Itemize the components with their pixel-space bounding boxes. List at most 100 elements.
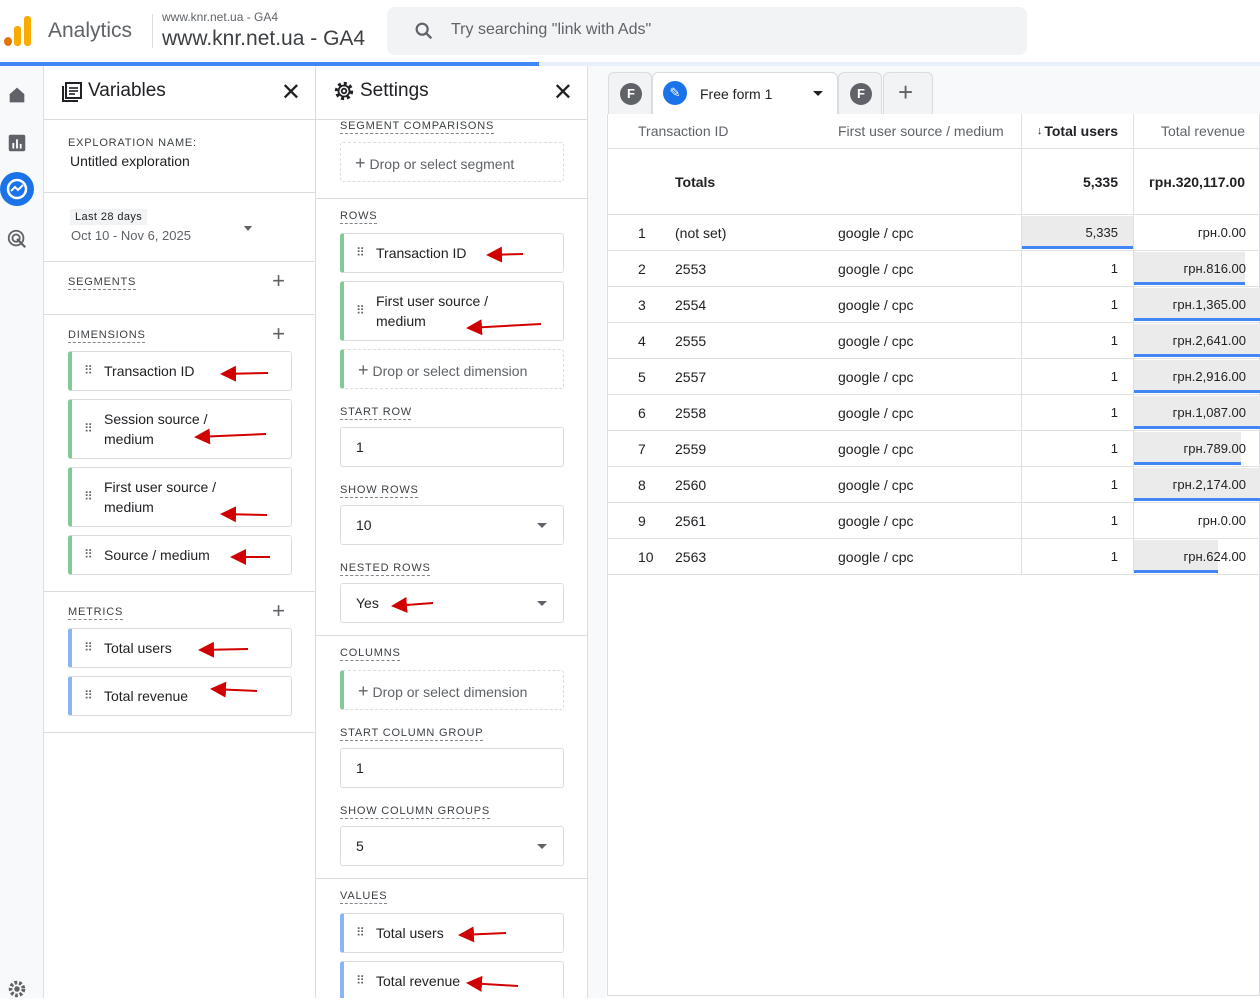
totals-label: Totals [675, 173, 716, 190]
drag-handle-icon[interactable]: ⠿ [84, 640, 94, 655]
revenue-bar [1134, 360, 1260, 393]
start-row-input[interactable]: 1 [340, 427, 564, 467]
row-number: 8 [638, 476, 646, 493]
table-row[interactable]: 10 2563 google / cpc 1 грн.624.00 [608, 539, 1260, 575]
source-medium-cell: google / cpc [838, 476, 914, 493]
drag-handle-icon[interactable]: ⠿ [84, 489, 94, 504]
column-header-first-user-source[interactable]: First user source / medium [838, 123, 1004, 139]
totals-revenue: грн.320,117.00 [1148, 173, 1245, 190]
total-revenue-cell: грн.2,174.00 [1172, 477, 1246, 492]
drop-segment-target[interactable]: + Drop or select segment [340, 142, 564, 182]
show-column-groups-select[interactable]: 5 [340, 826, 564, 866]
totals-users: 5,335 [1082, 173, 1118, 190]
tab-freeform-collapsed[interactable]: F [608, 72, 652, 114]
close-icon[interactable]: ✕ [552, 79, 573, 106]
drag-handle-icon[interactable]: ⠿ [356, 925, 366, 940]
nested-rows-label: NESTED ROWS [340, 562, 431, 574]
source-medium-cell: google / cpc [838, 224, 914, 241]
total-users-cell: 1 [1110, 513, 1118, 528]
revenue-bar [1134, 540, 1218, 573]
table-row[interactable]: 7 2559 google / cpc 1 грн.789.00 [608, 431, 1260, 467]
app-name: Analytics [48, 19, 133, 42]
table-row[interactable]: 3 2554 google / cpc 1 грн.1,365.00 [608, 287, 1260, 323]
columns-label: COLUMNS [340, 647, 401, 659]
table-row[interactable]: 2 2553 google / cpc 1 грн.816.00 [608, 251, 1260, 287]
table-row[interactable]: 5 2557 google / cpc 1 грн.2,916.00 [608, 359, 1260, 395]
column-header-total-revenue[interactable]: Total revenue [1160, 123, 1245, 139]
dimension-chip[interactable]: ⠿ First user source / medium [68, 467, 292, 527]
show-rows-label: SHOW ROWS [340, 484, 419, 496]
date-range-picker[interactable]: Last 28 days Oct 10 - Nov 6, 2025 [44, 193, 315, 262]
revenue-bar [1134, 396, 1260, 429]
drag-handle-icon[interactable]: ⠿ [84, 547, 94, 562]
add-dimension-icon[interactable]: + [272, 321, 285, 346]
tab-free-form-1[interactable]: ✎ Free form 1 [652, 72, 838, 114]
revenue-bar [1134, 252, 1245, 285]
source-medium-cell: google / cpc [838, 512, 914, 529]
dimension-chip[interactable]: ⠿ Session source / medium [68, 399, 292, 459]
analytics-logo[interactable] [4, 14, 32, 46]
metric-chip[interactable]: ⠿ Total users [68, 628, 292, 668]
column-header-transaction-id[interactable]: Transaction ID [638, 123, 729, 139]
start-column-group-input[interactable]: 1 [340, 748, 564, 788]
exploration-name-input[interactable]: Untitled exploration [70, 153, 190, 169]
drag-handle-icon[interactable]: ⠿ [356, 973, 366, 988]
users-bar [1022, 216, 1133, 249]
account-name[interactable]: www.knr.net.ua - GA4 [162, 10, 279, 24]
dimensions-label: DIMENSIONS [68, 329, 146, 341]
add-tab-button[interactable]: + [883, 72, 933, 114]
total-revenue-cell: грн.2,641.00 [1172, 333, 1246, 348]
row-number: 6 [638, 404, 646, 421]
table-row[interactable]: 4 2555 google / cpc 1 грн.2,641.00 [608, 323, 1260, 359]
drag-handle-icon[interactable]: ⠿ [356, 245, 366, 260]
edit-icon: ✎ [663, 81, 687, 105]
value-chip[interactable]: ⠿ Total users [340, 913, 564, 953]
settings-icon[interactable] [6, 978, 28, 1000]
reports-icon[interactable] [6, 132, 28, 154]
home-icon[interactable] [6, 84, 28, 106]
column-header-total-users[interactable]: ↓ Total users [1036, 123, 1118, 139]
nested-rows-select[interactable]: Yes [340, 583, 564, 623]
add-metric-icon[interactable]: + [272, 598, 285, 623]
explore-icon[interactable] [0, 172, 34, 206]
drag-handle-icon[interactable]: ⠿ [84, 421, 94, 436]
drag-handle-icon[interactable]: ⠿ [84, 688, 94, 703]
show-rows-select[interactable]: 10 [340, 505, 564, 545]
dimension-chip[interactable]: ⠿ Source / medium [68, 535, 292, 575]
exploration-name-label: EXPLORATION NAME: [68, 137, 197, 149]
drop-row-dimension-target[interactable]: + Drop or select dimension [340, 349, 564, 389]
drop-column-dimension-target[interactable]: + Drop or select dimension [340, 670, 564, 710]
drag-handle-icon[interactable]: ⠿ [84, 363, 94, 378]
add-segment-icon[interactable]: + [272, 268, 285, 293]
variables-panel: Variables ✕ EXPLORATION NAME: Untitled e… [44, 66, 316, 998]
total-revenue-cell: грн.0.00 [1197, 225, 1246, 240]
table-row[interactable]: 1 (not set) google / cpc 5,335 грн.0.00 [608, 215, 1260, 251]
row-chip[interactable]: ⠿ First user source / medium [340, 281, 564, 341]
dimension-chip[interactable]: ⠿ Transaction ID [68, 351, 292, 391]
search-input[interactable]: Try searching "link with Ads" [387, 7, 1027, 55]
tab-freeform-collapsed[interactable]: F [838, 72, 882, 114]
table-row[interactable]: 8 2560 google / cpc 1 грн.2,174.00 [608, 467, 1260, 503]
source-medium-cell: google / cpc [838, 548, 914, 565]
row-number: 7 [638, 440, 646, 457]
panel-title: Variables [88, 80, 166, 101]
property-selector[interactable]: www.knr.net.ua - GA4 [162, 27, 366, 50]
value-chip[interactable]: ⠿ Total revenue [340, 961, 564, 998]
advertising-icon[interactable] [6, 228, 28, 250]
row-chip[interactable]: ⠿ Transaction ID [340, 233, 564, 273]
table-row[interactable]: 9 2561 google / cpc 1 грн.0.00 [608, 503, 1260, 539]
close-icon[interactable]: ✕ [280, 79, 301, 106]
row-number: 3 [638, 296, 646, 313]
panel-title: Settings [360, 80, 429, 101]
metric-chip[interactable]: ⠿ Total revenue [68, 676, 292, 716]
left-nav [0, 66, 44, 998]
chevron-down-icon[interactable] [813, 91, 823, 96]
total-revenue-cell: грн.624.00 [1183, 549, 1246, 564]
date-chip: Last 28 days [70, 209, 148, 225]
source-medium-cell: google / cpc [838, 440, 914, 457]
table-row[interactable]: 6 2558 google / cpc 1 грн.1,087.00 [608, 395, 1260, 431]
drag-handle-icon[interactable]: ⠿ [356, 303, 366, 318]
transaction-id-cell: 2561 [675, 512, 707, 529]
chevron-down-icon [537, 601, 547, 606]
transaction-id-cell: 2554 [675, 296, 707, 313]
